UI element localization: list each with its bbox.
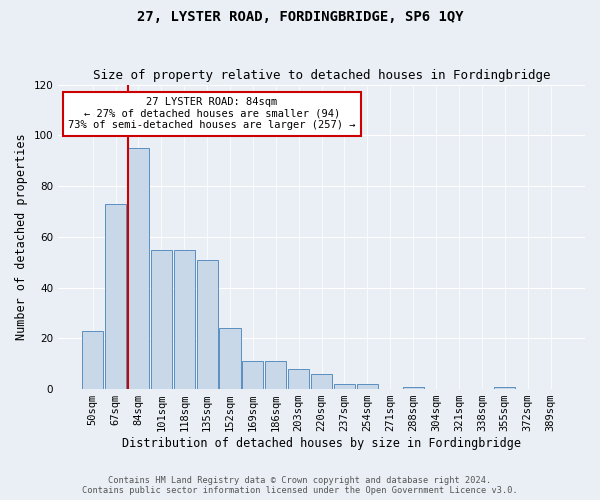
Bar bbox=[288, 369, 309, 389]
Bar bbox=[403, 386, 424, 389]
Bar bbox=[105, 204, 126, 389]
Bar bbox=[334, 384, 355, 389]
X-axis label: Distribution of detached houses by size in Fordingbridge: Distribution of detached houses by size … bbox=[122, 437, 521, 450]
Bar bbox=[494, 386, 515, 389]
Bar bbox=[357, 384, 378, 389]
Text: 27 LYSTER ROAD: 84sqm
← 27% of detached houses are smaller (94)
73% of semi-deta: 27 LYSTER ROAD: 84sqm ← 27% of detached … bbox=[68, 97, 355, 130]
Bar bbox=[220, 328, 241, 389]
Text: 27, LYSTER ROAD, FORDINGBRIDGE, SP6 1QY: 27, LYSTER ROAD, FORDINGBRIDGE, SP6 1QY bbox=[137, 10, 463, 24]
Title: Size of property relative to detached houses in Fordingbridge: Size of property relative to detached ho… bbox=[93, 69, 550, 82]
Bar bbox=[311, 374, 332, 389]
Bar bbox=[82, 330, 103, 389]
Bar bbox=[197, 260, 218, 389]
Bar bbox=[128, 148, 149, 389]
Bar bbox=[242, 361, 263, 389]
Bar bbox=[151, 250, 172, 389]
Bar bbox=[265, 361, 286, 389]
Y-axis label: Number of detached properties: Number of detached properties bbox=[15, 134, 28, 340]
Text: Contains HM Land Registry data © Crown copyright and database right 2024.
Contai: Contains HM Land Registry data © Crown c… bbox=[82, 476, 518, 495]
Bar bbox=[173, 250, 195, 389]
